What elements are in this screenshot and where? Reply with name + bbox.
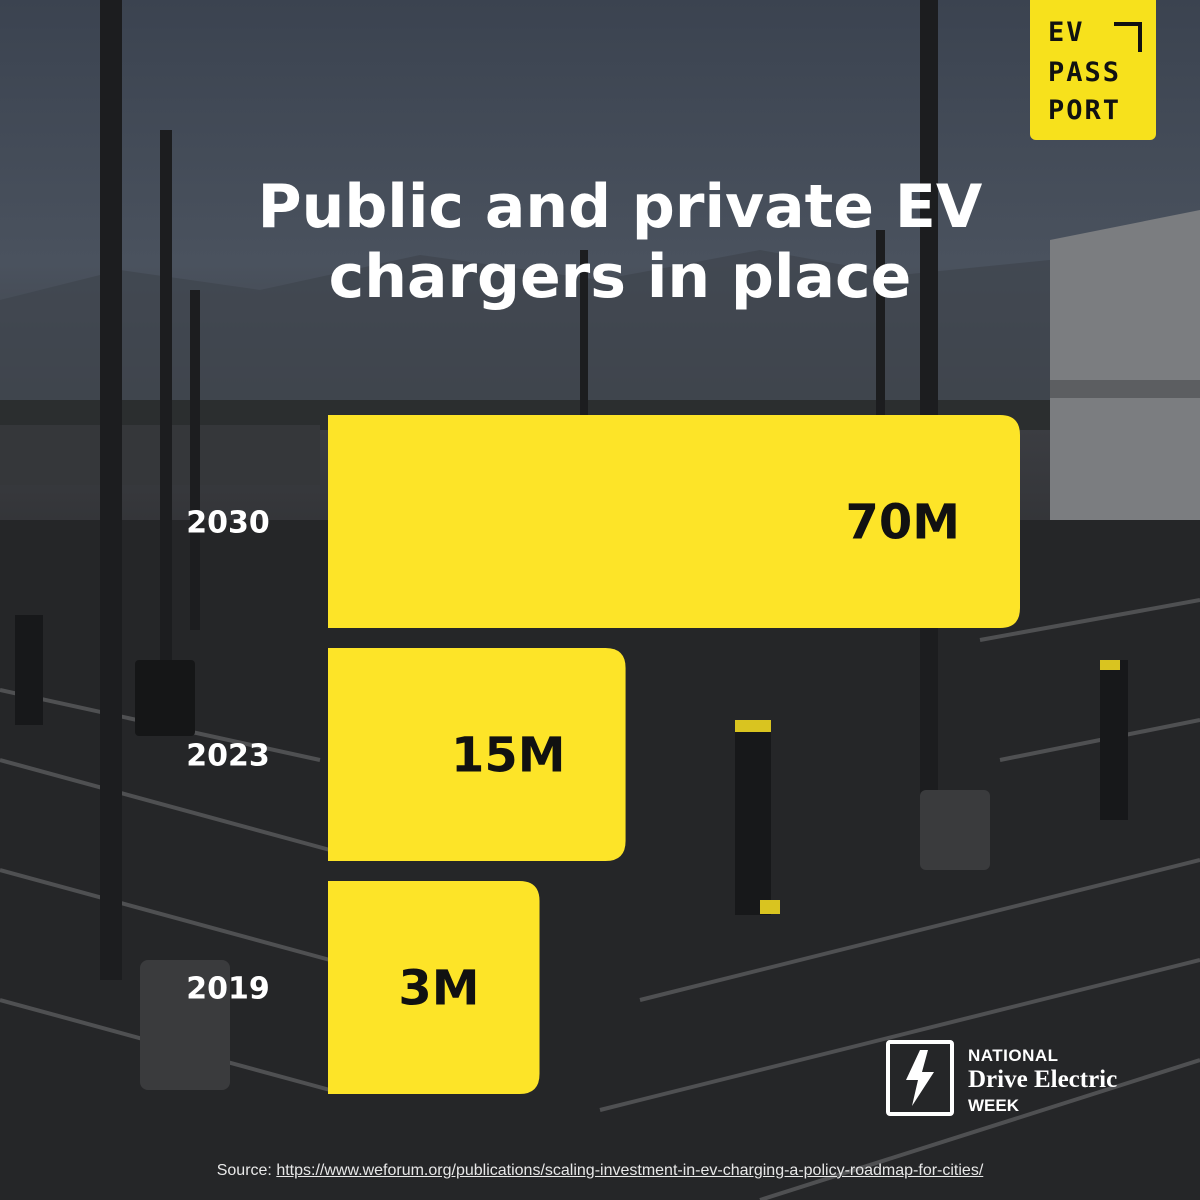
source-footnote: Source: https://www.weforum.org/publicat… — [0, 1162, 1200, 1180]
badge-line-2: Drive Electric — [968, 1066, 1118, 1093]
chart-title-line-1: Public and private EV — [257, 172, 983, 242]
bar-2023 — [328, 648, 626, 861]
value-label-2019: 3M — [398, 961, 479, 1017]
ev-passport-logo: EV PASS PORT — [1030, 0, 1156, 140]
badge-line-1: NATIONAL — [968, 1046, 1059, 1065]
chart-title-line-2: chargers in place — [328, 242, 912, 312]
logo-line-pass: PASS — [1048, 57, 1122, 88]
source-prefix: Source: — [216, 1162, 277, 1179]
category-label-2019: 2019 — [186, 972, 270, 1007]
value-label-2023: 15M — [451, 728, 566, 784]
logo-corner-mark — [1114, 22, 1142, 52]
bar-2019 — [328, 881, 540, 1094]
source-link[interactable]: https://www.weforum.org/publications/sca… — [276, 1162, 984, 1179]
logo-line-port: PORT — [1048, 95, 1122, 126]
national-drive-electric-week-badge: NATIONAL Drive Electric WEEK — [886, 1040, 1176, 1118]
category-label-2030: 2030 — [186, 506, 270, 541]
chart-title: Public and private EV chargers in place — [120, 175, 1120, 309]
lightning-road-icon — [886, 1040, 954, 1116]
category-label-2023: 2023 — [186, 739, 270, 774]
bar-2030 — [328, 415, 1020, 628]
logo-line-ev: EV — [1048, 17, 1085, 48]
badge-line-3: WEEK — [968, 1096, 1019, 1115]
value-label-2030: 70M — [845, 495, 960, 551]
